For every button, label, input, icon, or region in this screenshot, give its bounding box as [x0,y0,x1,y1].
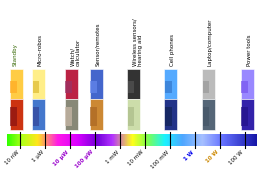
Bar [202,99,215,130]
Text: 1 μW: 1 μW [31,149,45,163]
Bar [32,99,45,130]
Bar [241,99,253,130]
Bar [164,99,177,130]
Bar [89,69,102,99]
Bar [202,69,215,99]
Text: 100 μW: 100 μW [75,149,95,169]
Text: Laptop/computer: Laptop/computer [207,19,212,66]
Text: Sensor/remotes: Sensor/remotes [95,23,100,66]
Text: 10 W: 10 W [205,149,220,164]
Bar [32,69,45,99]
Bar [65,99,78,130]
Bar [10,69,23,99]
Text: 100 W: 100 W [229,149,244,166]
Bar [241,69,253,99]
Text: 1 mW: 1 mW [105,149,120,164]
Text: Power tools: Power tools [247,35,252,66]
Bar [164,69,177,99]
Bar [127,99,140,130]
Text: 10 mW: 10 mW [127,149,145,167]
Bar [10,99,23,130]
Text: Watch/
calculator: Watch/ calculator [70,39,81,66]
Text: Wireless sensors/
hearing aid: Wireless sensors/ hearing aid [132,18,143,66]
Text: Cell phones: Cell phones [170,34,175,66]
Text: 10 nW: 10 nW [4,149,20,166]
Text: Micro-robos: Micro-robos [37,34,43,66]
Bar [89,99,102,130]
Text: 1 W: 1 W [183,149,195,161]
Bar [127,69,140,99]
Text: 100 mW: 100 mW [150,149,170,169]
Text: Standby: Standby [12,43,17,66]
Text: 10 μW: 10 μW [53,149,70,167]
Bar [65,69,78,99]
